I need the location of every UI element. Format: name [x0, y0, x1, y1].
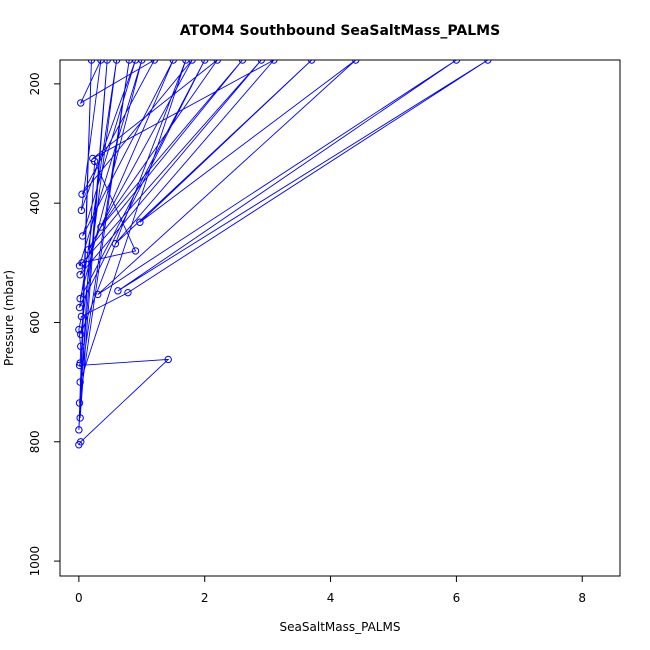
data-point [84, 246, 93, 254]
data-point [238, 60, 247, 64]
data-point [131, 247, 140, 255]
data-point [78, 190, 86, 198]
data-point [125, 60, 133, 64]
data-point [114, 287, 122, 295]
data-point [352, 60, 360, 64]
x-tick-label: 2 [201, 591, 209, 605]
data-point [136, 218, 144, 226]
data-point [164, 355, 172, 364]
data-point [201, 60, 209, 64]
x-axis-label: SeaSaltMass_PALMS [280, 620, 401, 634]
series-line [78, 60, 489, 446]
plot-frame [59, 59, 621, 577]
data-point [77, 330, 85, 339]
data-point [169, 60, 177, 64]
data-point [307, 60, 316, 64]
x-tick-label: 6 [453, 591, 461, 605]
data-point [76, 294, 84, 303]
y-tick-label: 200 [28, 72, 42, 95]
data-point [213, 60, 221, 64]
chart-title: ATOM4 Southbound SeaSaltMass_PALMS [180, 23, 500, 39]
data-point [94, 290, 102, 299]
data-point [131, 60, 140, 64]
data-point [112, 60, 121, 64]
data-point [182, 60, 190, 64]
y-tick-label: 1000 [28, 546, 42, 577]
data-point [77, 206, 86, 215]
data-point [77, 342, 85, 351]
data-point [452, 60, 461, 64]
data-point [77, 99, 85, 107]
data-point [76, 378, 84, 386]
y-axis-label: Pressure (mbar) [2, 270, 16, 366]
data-point [484, 60, 492, 64]
data-point [78, 232, 87, 240]
data-point [90, 157, 99, 166]
data-point [97, 60, 105, 64]
data-point [87, 60, 96, 64]
data-point [188, 60, 196, 64]
y-tick-label: 600 [28, 311, 42, 334]
data-point [75, 426, 83, 434]
data-point [78, 259, 86, 267]
x-tick-label: 8 [578, 591, 586, 605]
y-tick-label: 400 [28, 192, 42, 215]
series-layer [75, 60, 492, 449]
data-point [270, 60, 278, 64]
data-point [77, 312, 86, 321]
data-point [75, 399, 84, 407]
x-tick-label: 0 [75, 591, 83, 605]
data-point [111, 240, 120, 248]
data-point [75, 303, 84, 312]
data-point [150, 60, 159, 64]
data-point [77, 438, 85, 446]
y-axis: 200 400 600 800 1000 [28, 72, 60, 576]
data-point [124, 288, 132, 297]
data-point [76, 359, 84, 367]
data-point [103, 60, 111, 64]
x-tick-label: 4 [327, 591, 335, 605]
data-point [76, 271, 84, 279]
y-tick-label: 800 [28, 430, 42, 453]
data-point [75, 325, 83, 334]
data-point [76, 414, 84, 422]
data-point [257, 60, 266, 64]
data-point [97, 223, 105, 231]
x-axis: 0 2 4 6 8 [75, 576, 586, 605]
data-point [138, 60, 146, 64]
